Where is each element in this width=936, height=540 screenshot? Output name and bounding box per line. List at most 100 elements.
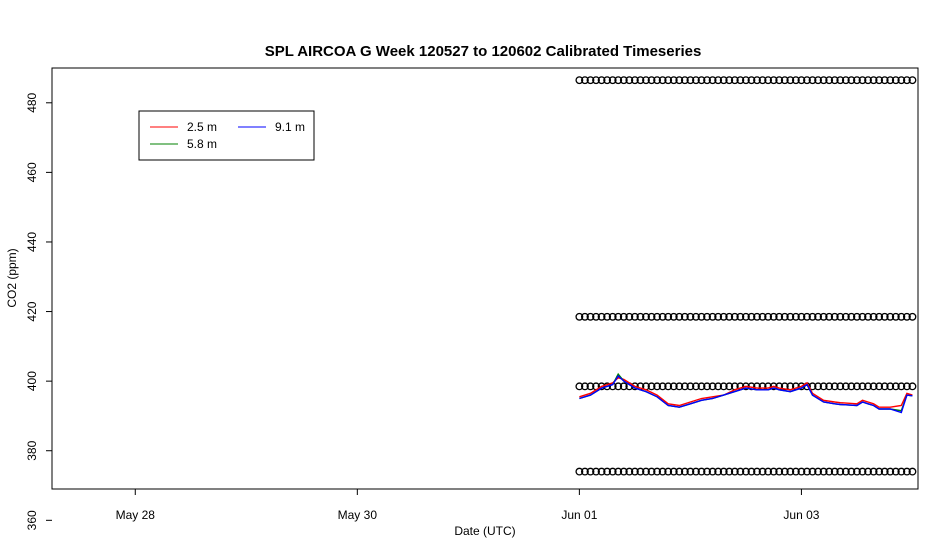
reference-point bbox=[586, 382, 595, 391]
reference-point bbox=[797, 467, 806, 476]
reference-point bbox=[686, 382, 695, 391]
reference-point bbox=[852, 76, 861, 85]
reference-point bbox=[614, 467, 623, 476]
reference-point bbox=[619, 382, 628, 391]
reference-point bbox=[830, 312, 839, 321]
reference-point bbox=[841, 467, 850, 476]
reference-point bbox=[686, 312, 695, 321]
reference-point bbox=[908, 312, 917, 321]
y-tick-label: 360 bbox=[25, 510, 39, 530]
reference-point bbox=[869, 382, 878, 391]
reference-point bbox=[797, 312, 806, 321]
reference-point bbox=[647, 467, 656, 476]
reference-point bbox=[691, 312, 700, 321]
reference-point bbox=[653, 382, 662, 391]
reference-point bbox=[586, 467, 595, 476]
series-line bbox=[579, 374, 913, 414]
reference-point bbox=[580, 312, 589, 321]
reference-point bbox=[703, 312, 712, 321]
reference-point bbox=[675, 467, 684, 476]
reference-point bbox=[675, 312, 684, 321]
reference-point bbox=[708, 312, 717, 321]
reference-point bbox=[708, 382, 717, 391]
reference-point bbox=[891, 76, 900, 85]
reference-point bbox=[841, 312, 850, 321]
reference-point bbox=[736, 76, 745, 85]
reference-point bbox=[841, 76, 850, 85]
reference-point bbox=[658, 76, 667, 85]
reference-point bbox=[897, 76, 906, 85]
reference-point bbox=[592, 467, 600, 476]
reference-point bbox=[697, 382, 706, 391]
reference-point bbox=[664, 312, 673, 321]
reference-point bbox=[686, 76, 695, 85]
reference-point bbox=[680, 76, 689, 85]
reference-point bbox=[825, 312, 834, 321]
reference-point bbox=[597, 467, 606, 476]
reference-point bbox=[808, 76, 817, 85]
reference-point bbox=[680, 382, 689, 391]
reference-point bbox=[825, 382, 834, 391]
reference-point bbox=[814, 76, 823, 85]
reference-point bbox=[764, 76, 773, 85]
reference-point bbox=[908, 467, 917, 476]
reference-point bbox=[880, 312, 889, 321]
reference-point bbox=[603, 312, 612, 321]
y-tick-label: 440 bbox=[25, 232, 39, 252]
reference-point bbox=[791, 312, 800, 321]
reference-point bbox=[841, 382, 850, 391]
reference-point bbox=[630, 467, 639, 476]
reference-point bbox=[786, 312, 795, 321]
reference-point bbox=[897, 382, 906, 391]
reference-point bbox=[642, 467, 650, 476]
reference-point bbox=[864, 382, 872, 391]
series-lines bbox=[579, 372, 913, 414]
legend-label: 2.5 m bbox=[187, 120, 217, 134]
reference-point bbox=[780, 312, 789, 321]
reference-point bbox=[830, 76, 839, 85]
reference-point bbox=[864, 467, 872, 476]
reference-point bbox=[697, 312, 706, 321]
reference-point bbox=[753, 312, 761, 321]
reference-point bbox=[758, 76, 767, 85]
reference-point bbox=[747, 467, 756, 476]
reference-point bbox=[675, 382, 684, 391]
reference-point bbox=[836, 467, 845, 476]
reference-point bbox=[642, 312, 650, 321]
reference-point bbox=[753, 76, 761, 85]
reference-point bbox=[808, 467, 817, 476]
reference-point bbox=[869, 312, 878, 321]
reference-point bbox=[730, 312, 739, 321]
reference-point bbox=[780, 76, 789, 85]
reference-point bbox=[875, 467, 884, 476]
y-axis: 360 380 400 420 440 460 480 bbox=[25, 92, 52, 530]
reference-point bbox=[830, 467, 839, 476]
reference-point bbox=[725, 312, 734, 321]
reference-point bbox=[814, 312, 823, 321]
reference-point bbox=[819, 312, 828, 321]
reference-point bbox=[714, 76, 723, 85]
reference-point bbox=[691, 382, 700, 391]
series-line bbox=[579, 372, 913, 412]
reference-point bbox=[614, 382, 623, 391]
reference-point bbox=[880, 467, 889, 476]
reference-point bbox=[691, 467, 700, 476]
reference-point bbox=[647, 312, 656, 321]
reference-point bbox=[730, 76, 739, 85]
reference-point bbox=[614, 312, 623, 321]
reference-point bbox=[736, 467, 745, 476]
reference-point bbox=[669, 382, 678, 391]
reference-point bbox=[741, 312, 750, 321]
reference-point bbox=[636, 312, 645, 321]
reference-point bbox=[758, 467, 767, 476]
reference-point bbox=[880, 76, 889, 85]
reference-point bbox=[808, 312, 817, 321]
reference-point bbox=[658, 467, 667, 476]
reference-point bbox=[658, 312, 667, 321]
y-tick-label: 480 bbox=[25, 92, 39, 112]
reference-point bbox=[875, 312, 884, 321]
plot-frame bbox=[51, 67, 919, 490]
reference-point bbox=[747, 312, 756, 321]
reference-point bbox=[769, 382, 778, 391]
